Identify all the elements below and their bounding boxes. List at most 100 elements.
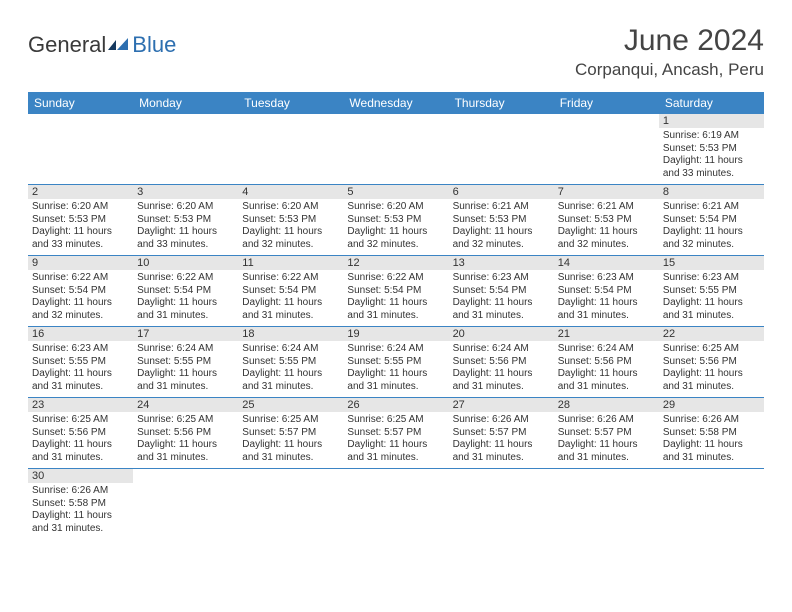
calendar-row: 2Sunrise: 6:20 AMSunset: 5:53 PMDaylight… — [28, 185, 764, 256]
day-number: 7 — [554, 185, 659, 199]
calendar-cell: 23Sunrise: 6:25 AMSunset: 5:56 PMDayligh… — [28, 398, 133, 468]
day-number: 24 — [133, 398, 238, 412]
sunrise-line: Sunrise: 6:20 AM — [242, 201, 339, 214]
sunrise-line: Sunrise: 6:24 AM — [347, 343, 444, 356]
calendar-cell — [659, 469, 764, 539]
weekday-sun: Sunday — [28, 92, 133, 114]
calendar-cell: 21Sunrise: 6:24 AMSunset: 5:56 PMDayligh… — [554, 327, 659, 397]
calendar-cell: 4Sunrise: 6:20 AMSunset: 5:53 PMDaylight… — [238, 185, 343, 255]
sunset-line: Sunset: 5:54 PM — [663, 214, 760, 227]
day-details: Sunrise: 6:25 AMSunset: 5:56 PMDaylight:… — [659, 341, 764, 397]
daylight-line: Daylight: 11 hours and 31 minutes. — [663, 368, 760, 393]
day-number: 22 — [659, 327, 764, 341]
calendar-cell: 5Sunrise: 6:20 AMSunset: 5:53 PMDaylight… — [343, 185, 448, 255]
sunset-line: Sunset: 5:55 PM — [32, 356, 129, 369]
day-details: Sunrise: 6:24 AMSunset: 5:55 PMDaylight:… — [343, 341, 448, 397]
day-details: Sunrise: 6:26 AMSunset: 5:58 PMDaylight:… — [28, 483, 133, 539]
calendar-cell — [554, 469, 659, 539]
day-number: 1 — [659, 114, 764, 128]
sunset-line: Sunset: 5:54 PM — [32, 285, 129, 298]
sunrise-line: Sunrise: 6:22 AM — [32, 272, 129, 285]
daylight-line: Daylight: 11 hours and 32 minutes. — [347, 226, 444, 251]
day-number: 13 — [449, 256, 554, 270]
sunrise-line: Sunrise: 6:22 AM — [347, 272, 444, 285]
logo: General Blue — [28, 32, 176, 58]
daylight-line: Daylight: 11 hours and 31 minutes. — [137, 297, 234, 322]
daylight-line: Daylight: 11 hours and 31 minutes. — [137, 439, 234, 464]
sunrise-line: Sunrise: 6:26 AM — [32, 485, 129, 498]
calendar-cell: 19Sunrise: 6:24 AMSunset: 5:55 PMDayligh… — [343, 327, 448, 397]
daylight-line: Daylight: 11 hours and 32 minutes. — [32, 297, 129, 322]
day-number: 16 — [28, 327, 133, 341]
sunset-line: Sunset: 5:53 PM — [242, 214, 339, 227]
calendar-cell: 12Sunrise: 6:22 AMSunset: 5:54 PMDayligh… — [343, 256, 448, 326]
daylight-line: Daylight: 11 hours and 31 minutes. — [453, 439, 550, 464]
day-number: 25 — [238, 398, 343, 412]
day-number: 4 — [238, 185, 343, 199]
sunrise-line: Sunrise: 6:19 AM — [663, 130, 760, 143]
sunrise-line: Sunrise: 6:26 AM — [558, 414, 655, 427]
day-details: Sunrise: 6:25 AMSunset: 5:57 PMDaylight:… — [343, 412, 448, 468]
daylight-line: Daylight: 11 hours and 31 minutes. — [453, 297, 550, 322]
calendar-cell: 26Sunrise: 6:25 AMSunset: 5:57 PMDayligh… — [343, 398, 448, 468]
location: Corpanqui, Ancash, Peru — [575, 60, 764, 80]
sunrise-line: Sunrise: 6:26 AM — [663, 414, 760, 427]
daylight-line: Daylight: 11 hours and 31 minutes. — [242, 297, 339, 322]
day-details: Sunrise: 6:24 AMSunset: 5:56 PMDaylight:… — [554, 341, 659, 397]
day-number: 10 — [133, 256, 238, 270]
sunrise-line: Sunrise: 6:24 AM — [558, 343, 655, 356]
sunrise-line: Sunrise: 6:23 AM — [558, 272, 655, 285]
calendar-cell: 10Sunrise: 6:22 AMSunset: 5:54 PMDayligh… — [133, 256, 238, 326]
weekday-thu: Thursday — [449, 92, 554, 114]
sunset-line: Sunset: 5:53 PM — [137, 214, 234, 227]
sunset-line: Sunset: 5:53 PM — [558, 214, 655, 227]
sunset-line: Sunset: 5:53 PM — [663, 143, 760, 156]
day-number: 20 — [449, 327, 554, 341]
day-details: Sunrise: 6:20 AMSunset: 5:53 PMDaylight:… — [238, 199, 343, 255]
calendar-cell: 30Sunrise: 6:26 AMSunset: 5:58 PMDayligh… — [28, 469, 133, 539]
daylight-line: Daylight: 11 hours and 31 minutes. — [663, 297, 760, 322]
sunrise-line: Sunrise: 6:20 AM — [347, 201, 444, 214]
sunrise-line: Sunrise: 6:23 AM — [453, 272, 550, 285]
day-details: Sunrise: 6:26 AMSunset: 5:57 PMDaylight:… — [554, 412, 659, 468]
day-number: 6 — [449, 185, 554, 199]
day-details: Sunrise: 6:22 AMSunset: 5:54 PMDaylight:… — [28, 270, 133, 326]
calendar-cell: 1Sunrise: 6:19 AMSunset: 5:53 PMDaylight… — [659, 114, 764, 184]
daylight-line: Daylight: 11 hours and 31 minutes. — [663, 439, 760, 464]
daylight-line: Daylight: 11 hours and 31 minutes. — [558, 368, 655, 393]
day-number: 29 — [659, 398, 764, 412]
sunset-line: Sunset: 5:54 PM — [453, 285, 550, 298]
calendar: Sunday Monday Tuesday Wednesday Thursday… — [28, 92, 764, 539]
month-title: June 2024 — [575, 24, 764, 58]
calendar-cell — [449, 114, 554, 184]
sunset-line: Sunset: 5:58 PM — [32, 498, 129, 511]
calendar-cell: 16Sunrise: 6:23 AMSunset: 5:55 PMDayligh… — [28, 327, 133, 397]
day-details: Sunrise: 6:20 AMSunset: 5:53 PMDaylight:… — [28, 199, 133, 255]
sunrise-line: Sunrise: 6:21 AM — [558, 201, 655, 214]
daylight-line: Daylight: 11 hours and 31 minutes. — [347, 368, 444, 393]
daylight-line: Daylight: 11 hours and 33 minutes. — [32, 226, 129, 251]
calendar-cell: 2Sunrise: 6:20 AMSunset: 5:53 PMDaylight… — [28, 185, 133, 255]
sunset-line: Sunset: 5:53 PM — [32, 214, 129, 227]
day-details: Sunrise: 6:23 AMSunset: 5:55 PMDaylight:… — [28, 341, 133, 397]
day-details: Sunrise: 6:23 AMSunset: 5:54 PMDaylight:… — [554, 270, 659, 326]
calendar-cell: 9Sunrise: 6:22 AMSunset: 5:54 PMDaylight… — [28, 256, 133, 326]
day-details: Sunrise: 6:24 AMSunset: 5:55 PMDaylight:… — [238, 341, 343, 397]
sunset-line: Sunset: 5:57 PM — [558, 427, 655, 440]
calendar-row: 30Sunrise: 6:26 AMSunset: 5:58 PMDayligh… — [28, 469, 764, 539]
calendar-cell: 3Sunrise: 6:20 AMSunset: 5:53 PMDaylight… — [133, 185, 238, 255]
sunrise-line: Sunrise: 6:21 AM — [453, 201, 550, 214]
day-number: 14 — [554, 256, 659, 270]
sunset-line: Sunset: 5:54 PM — [242, 285, 339, 298]
sunrise-line: Sunrise: 6:23 AM — [663, 272, 760, 285]
day-number: 26 — [343, 398, 448, 412]
sunset-line: Sunset: 5:53 PM — [453, 214, 550, 227]
calendar-cell: 22Sunrise: 6:25 AMSunset: 5:56 PMDayligh… — [659, 327, 764, 397]
day-number: 11 — [238, 256, 343, 270]
day-number: 9 — [28, 256, 133, 270]
sunrise-line: Sunrise: 6:21 AM — [663, 201, 760, 214]
calendar-cell: 28Sunrise: 6:26 AMSunset: 5:57 PMDayligh… — [554, 398, 659, 468]
daylight-line: Daylight: 11 hours and 31 minutes. — [32, 510, 129, 535]
sunset-line: Sunset: 5:55 PM — [347, 356, 444, 369]
daylight-line: Daylight: 11 hours and 31 minutes. — [242, 439, 339, 464]
